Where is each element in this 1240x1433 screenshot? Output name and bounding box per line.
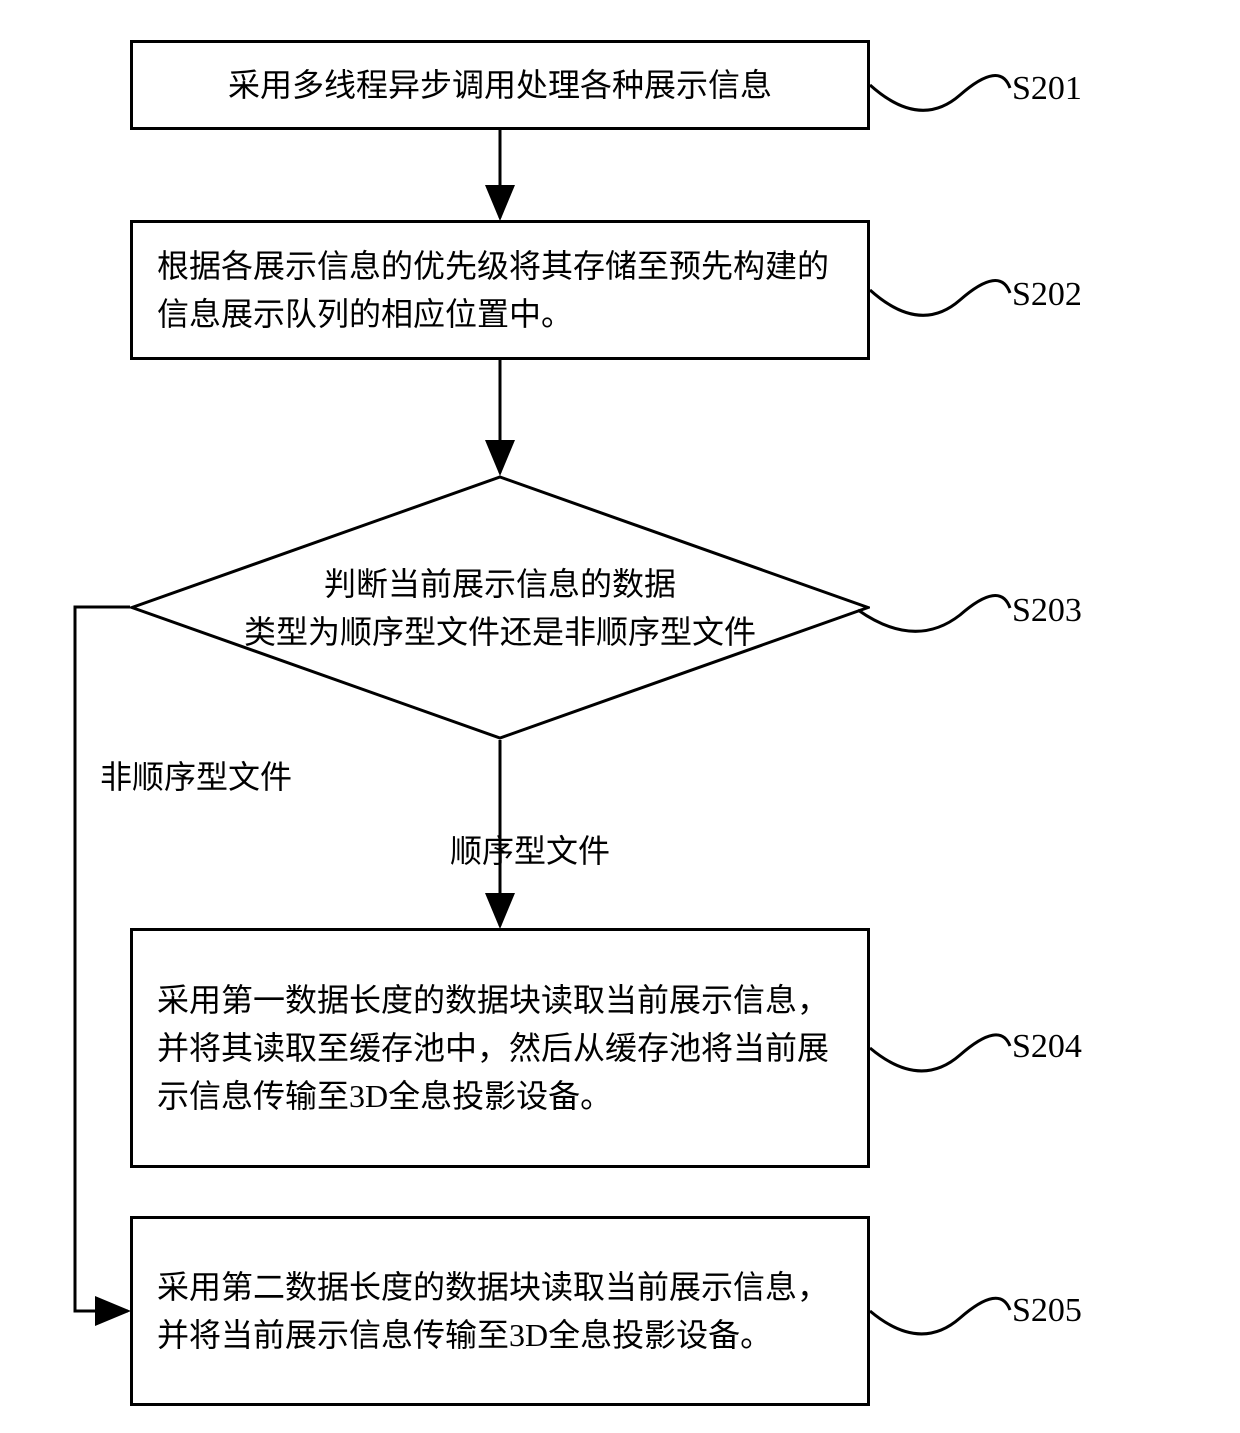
node-s203-text: 判断当前展示信息的数据 类型为顺序型文件还是非顺序型文件: [244, 560, 756, 656]
node-s204: 采用第一数据长度的数据块读取当前展示信息，并将其读取至缓存池中，然后从缓存池将当…: [130, 928, 870, 1168]
label-s202: S202: [1012, 276, 1082, 314]
node-s203: 判断当前展示信息的数据 类型为顺序型文件还是非顺序型文件: [130, 475, 870, 740]
edge-label-sequential: 顺序型文件: [450, 826, 610, 872]
node-s202-text: 根据各展示信息的优先级将其存储至预先构建的信息展示队列的相应位置中。: [157, 242, 843, 338]
node-s201-text: 采用多线程异步调用处理各种展示信息: [228, 61, 772, 109]
node-s205-text: 采用第二数据长度的数据块读取当前展示信息，并将当前展示信息传输至3D全息投影设备…: [157, 1263, 843, 1359]
label-s204: S204: [1012, 1028, 1082, 1066]
node-s201: 采用多线程异步调用处理各种展示信息: [130, 40, 870, 130]
label-s201: S201: [1012, 70, 1082, 108]
label-s205: S205: [1012, 1292, 1082, 1330]
label-s203: S203: [1012, 592, 1082, 630]
node-s204-text: 采用第一数据长度的数据块读取当前展示信息，并将其读取至缓存池中，然后从缓存池将当…: [157, 976, 843, 1120]
flowchart-canvas: 采用多线程异步调用处理各种展示信息 S201 根据各展示信息的优先级将其存储至预…: [0, 0, 1240, 1433]
edge-label-nonsequential: 非顺序型文件: [100, 752, 292, 798]
node-s205: 采用第二数据长度的数据块读取当前展示信息，并将当前展示信息传输至3D全息投影设备…: [130, 1216, 870, 1406]
node-s202: 根据各展示信息的优先级将其存储至预先构建的信息展示队列的相应位置中。: [130, 220, 870, 360]
